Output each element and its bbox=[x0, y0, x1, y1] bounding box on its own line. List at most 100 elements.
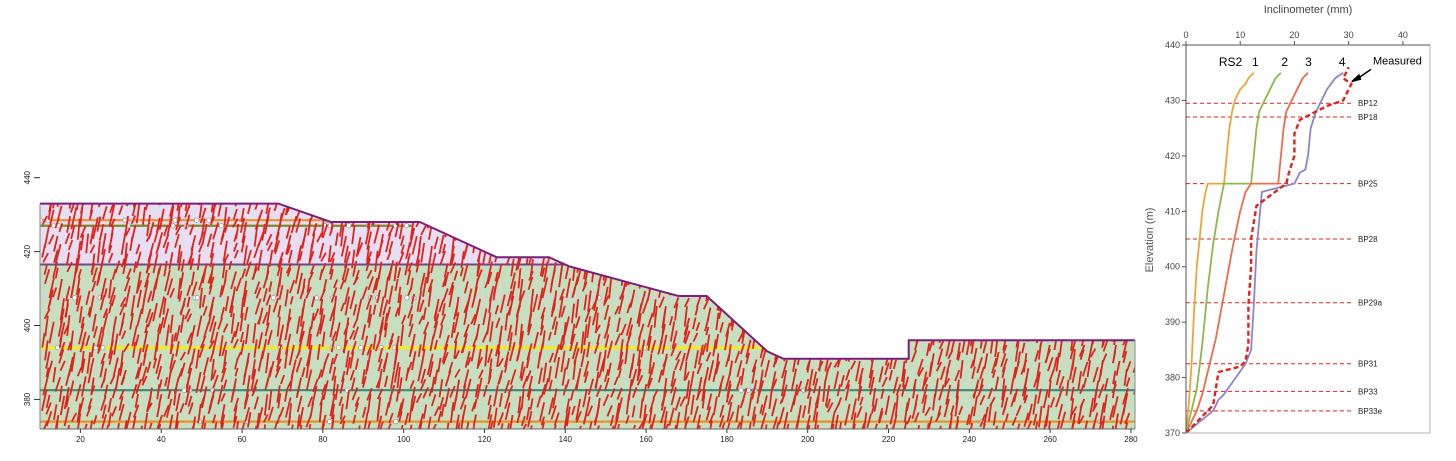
crack bbox=[593, 217, 598, 239]
crack bbox=[695, 242, 702, 253]
crack bbox=[807, 203, 815, 209]
crack bbox=[108, 204, 116, 227]
crack bbox=[460, 413, 465, 429]
crack bbox=[848, 203, 855, 206]
crack bbox=[1136, 422, 1141, 436]
crack bbox=[1036, 188, 1039, 199]
crack bbox=[751, 406, 756, 421]
crack bbox=[330, 287, 338, 303]
crack bbox=[494, 304, 500, 315]
crack bbox=[935, 361, 943, 372]
crack bbox=[284, 397, 292, 418]
crack bbox=[1089, 321, 1096, 341]
crack bbox=[266, 304, 271, 326]
crack bbox=[657, 340, 663, 355]
crack bbox=[630, 368, 638, 387]
crack bbox=[615, 402, 620, 421]
crack bbox=[1045, 203, 1052, 209]
crack bbox=[948, 323, 955, 338]
crack bbox=[750, 244, 757, 258]
crack bbox=[759, 369, 764, 387]
crack bbox=[1070, 386, 1075, 401]
crack bbox=[894, 314, 900, 325]
crack bbox=[330, 403, 336, 420]
crack bbox=[163, 225, 169, 237]
crack bbox=[991, 207, 997, 229]
crack bbox=[1077, 203, 1083, 204]
crack bbox=[430, 394, 437, 407]
crack bbox=[76, 295, 82, 312]
crack bbox=[764, 359, 771, 378]
crack bbox=[585, 203, 591, 214]
crack bbox=[349, 290, 356, 310]
crack bbox=[982, 321, 987, 342]
crack bbox=[1098, 253, 1104, 263]
crack bbox=[1020, 359, 1028, 375]
crack bbox=[562, 191, 566, 202]
crack bbox=[53, 249, 59, 263]
crack bbox=[239, 312, 244, 332]
crack bbox=[217, 384, 224, 405]
plot-frame bbox=[1185, 44, 1431, 434]
crack bbox=[625, 317, 633, 336]
crack bbox=[276, 316, 281, 337]
crack bbox=[295, 218, 302, 233]
crack bbox=[118, 403, 125, 421]
crack bbox=[778, 317, 783, 340]
crack bbox=[99, 360, 105, 378]
crack bbox=[444, 422, 450, 429]
crack bbox=[415, 203, 422, 207]
crack bbox=[737, 286, 742, 301]
crack bbox=[350, 340, 357, 355]
crack bbox=[1124, 270, 1131, 292]
crack bbox=[256, 315, 262, 325]
crack bbox=[190, 348, 196, 365]
crack bbox=[438, 234, 445, 255]
crack bbox=[923, 226, 928, 240]
crack bbox=[274, 366, 281, 378]
crack bbox=[328, 258, 335, 275]
x-tick-label: 180 bbox=[720, 435, 734, 444]
crack bbox=[180, 203, 185, 208]
crack bbox=[1126, 226, 1132, 242]
crack bbox=[756, 385, 762, 404]
surface-line bbox=[40, 202, 1135, 360]
crack bbox=[707, 233, 714, 254]
crack bbox=[408, 403, 413, 423]
crack bbox=[527, 410, 533, 428]
crack bbox=[559, 288, 566, 301]
crack bbox=[277, 251, 284, 268]
crack bbox=[796, 203, 802, 210]
crack bbox=[267, 406, 274, 421]
crack bbox=[1021, 243, 1026, 258]
crack bbox=[662, 356, 668, 367]
crack bbox=[640, 339, 646, 358]
crack bbox=[459, 267, 464, 277]
crack bbox=[331, 203, 338, 209]
crack bbox=[768, 242, 775, 261]
crack bbox=[497, 234, 503, 251]
crack bbox=[243, 393, 250, 410]
crack bbox=[1099, 268, 1106, 280]
crack bbox=[167, 389, 172, 400]
crack bbox=[584, 308, 591, 323]
crack bbox=[873, 205, 879, 226]
crack bbox=[957, 351, 961, 361]
crack bbox=[121, 258, 126, 268]
crack bbox=[107, 412, 112, 427]
crack bbox=[764, 191, 768, 202]
crack bbox=[253, 396, 260, 410]
crack bbox=[239, 331, 244, 343]
crack bbox=[1112, 396, 1119, 418]
crack bbox=[596, 205, 604, 227]
crack bbox=[807, 316, 813, 336]
crack bbox=[959, 359, 964, 379]
crack bbox=[990, 215, 995, 235]
crack bbox=[411, 351, 417, 371]
crack bbox=[869, 376, 875, 395]
crack bbox=[334, 322, 341, 342]
crack bbox=[410, 386, 416, 404]
crack bbox=[251, 266, 258, 281]
crack bbox=[961, 203, 967, 209]
crack bbox=[1081, 361, 1089, 377]
